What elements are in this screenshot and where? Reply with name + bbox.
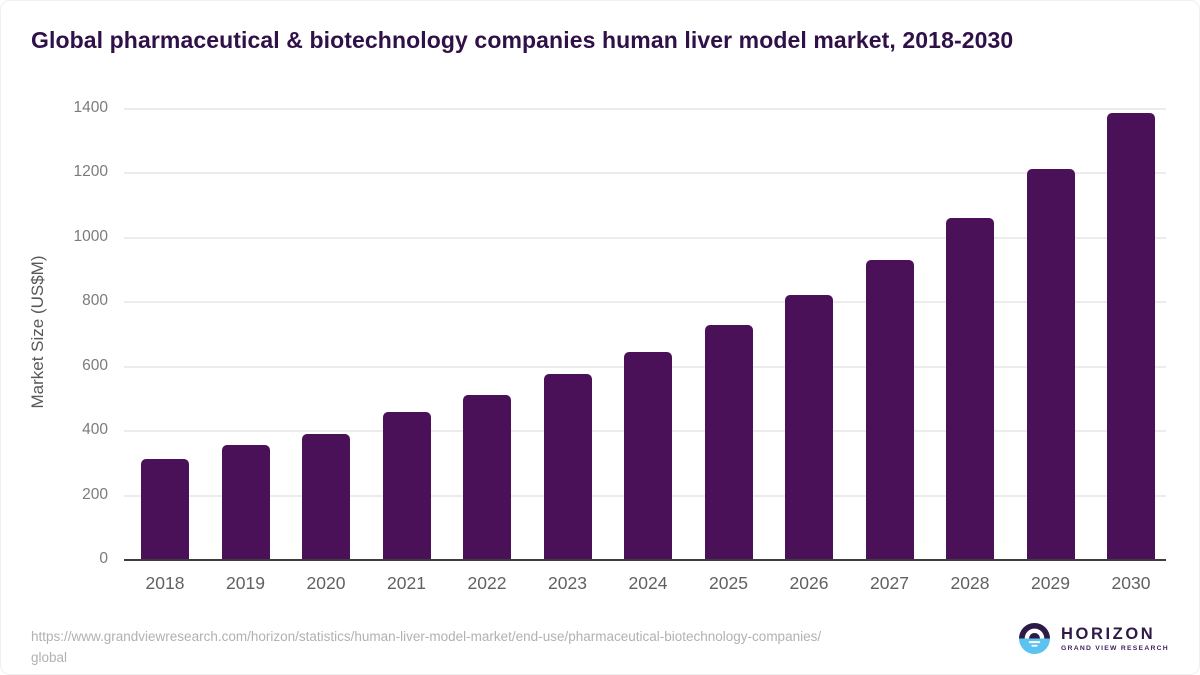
bar-2028[interactable] (946, 217, 994, 560)
x-axis-line (124, 559, 1166, 561)
bar-2018[interactable] (141, 458, 189, 560)
source-url-line1: https://www.grandviewresearch.com/horizo… (31, 629, 822, 644)
x-tick-label-2029: 2029 (1031, 573, 1070, 593)
gridline-y1200 (124, 172, 1166, 175)
logo-name: HORIZON (1061, 624, 1156, 643)
bar-2026[interactable] (785, 294, 833, 560)
source-url: https://www.grandviewresearch.com/horizo… (31, 626, 981, 668)
x-tick-label-2026: 2026 (789, 573, 829, 593)
x-tick-label-2020: 2020 (306, 573, 346, 593)
y-tick-label-1400: 1400 (73, 99, 108, 116)
y-tick-label-600: 600 (82, 356, 108, 374)
x-tick-label-2025: 2025 (709, 573, 748, 593)
y-tick-label-800: 800 (82, 292, 108, 310)
bar-2029[interactable] (1026, 169, 1075, 560)
x-tick-label-2028: 2028 (950, 573, 990, 593)
bar-2025[interactable] (704, 325, 753, 560)
x-tick-label-2027: 2027 (870, 573, 909, 593)
logo-text: HORIZON GRAND VIEW RESEARCH (1061, 624, 1169, 652)
y-tick-label-200: 200 (82, 485, 108, 503)
logo-subtitle: GRAND VIEW RESEARCH (1061, 644, 1169, 652)
y-tick-label-0: 0 (99, 550, 108, 567)
bar-2024[interactable] (624, 352, 672, 560)
x-tick-label-2021: 2021 (387, 573, 426, 593)
x-tick-label-2024: 2024 (628, 573, 668, 593)
bar-2021[interactable] (382, 412, 431, 560)
y-tick-label-1000: 1000 (73, 227, 108, 245)
bar-2022[interactable] (463, 395, 511, 560)
y-tick-label-400: 400 (82, 421, 108, 439)
bar-2020[interactable] (302, 434, 350, 560)
chart-title: Global pharmaceutical & biotechnology co… (31, 27, 1014, 53)
bar-2027[interactable] (865, 259, 914, 560)
gridline-y1400 (124, 108, 1166, 110)
gridline-y1000 (124, 236, 1166, 239)
gridline-y800 (124, 301, 1166, 304)
x-tick-label-2030: 2030 (1111, 573, 1151, 593)
horizon-logo: HORIZON GRAND VIEW RESEARCH (1019, 623, 1169, 654)
bar-2030[interactable] (1107, 112, 1155, 560)
y-tick-label-1200: 1200 (73, 163, 108, 181)
x-tick-label-2023: 2023 (548, 573, 587, 593)
bar-2019[interactable] (221, 445, 270, 560)
x-tick-label-2022: 2022 (467, 573, 507, 593)
sun-over-horizon-icon (1019, 623, 1050, 654)
x-tick-label-2018: 2018 (145, 573, 185, 593)
source-url-line2: global (31, 650, 68, 665)
x-tick-label-2019: 2019 (226, 573, 265, 593)
bar-2023[interactable] (543, 374, 592, 560)
